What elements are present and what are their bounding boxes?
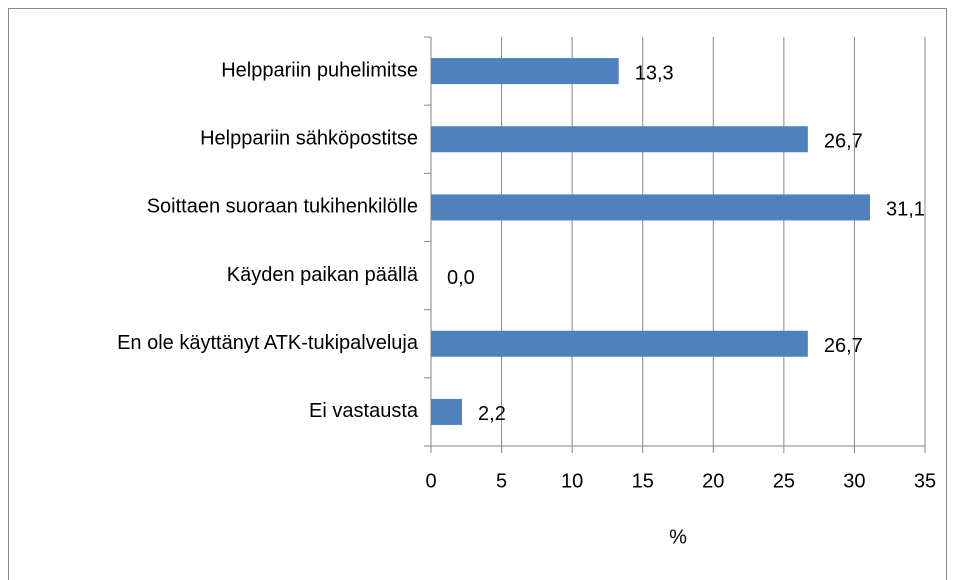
x-tick-label: 10 bbox=[561, 470, 583, 492]
y-tick-label: Helppariin puhelimitse bbox=[221, 59, 418, 81]
y-tick-label: En ole käyttänyt ATK-tukipalveluja bbox=[117, 332, 419, 354]
y-tick-label: Ei vastausta bbox=[309, 400, 419, 422]
x-tick-label: 30 bbox=[843, 470, 865, 492]
value-label: 13,3 bbox=[635, 62, 674, 84]
x-tick-label: 20 bbox=[702, 470, 724, 492]
x-tick-label: 0 bbox=[425, 470, 436, 492]
value-label: 26,7 bbox=[824, 335, 863, 357]
value-label: 26,7 bbox=[824, 131, 863, 153]
value-label: 31,1 bbox=[886, 199, 925, 221]
x-axis-label: % bbox=[669, 526, 687, 548]
bar bbox=[431, 398, 463, 425]
y-tick-label: Käyden paikan päällä bbox=[227, 264, 419, 286]
bar bbox=[431, 58, 619, 85]
bar bbox=[431, 126, 808, 153]
value-label: 2,2 bbox=[478, 403, 506, 425]
x-tick-label: 15 bbox=[632, 470, 654, 492]
x-tick-label: 35 bbox=[914, 470, 936, 492]
y-tick-label: Soittaen suoraan tukihenkilölle bbox=[147, 196, 418, 218]
y-tick-label: Helppariin sähköpostitse bbox=[200, 128, 418, 150]
x-tick-label: 25 bbox=[773, 470, 795, 492]
x-tick-label: 5 bbox=[496, 470, 507, 492]
chart-border bbox=[8, 8, 947, 580]
bar bbox=[431, 194, 870, 221]
bar bbox=[431, 330, 808, 357]
value-label: 0,0 bbox=[447, 267, 475, 289]
